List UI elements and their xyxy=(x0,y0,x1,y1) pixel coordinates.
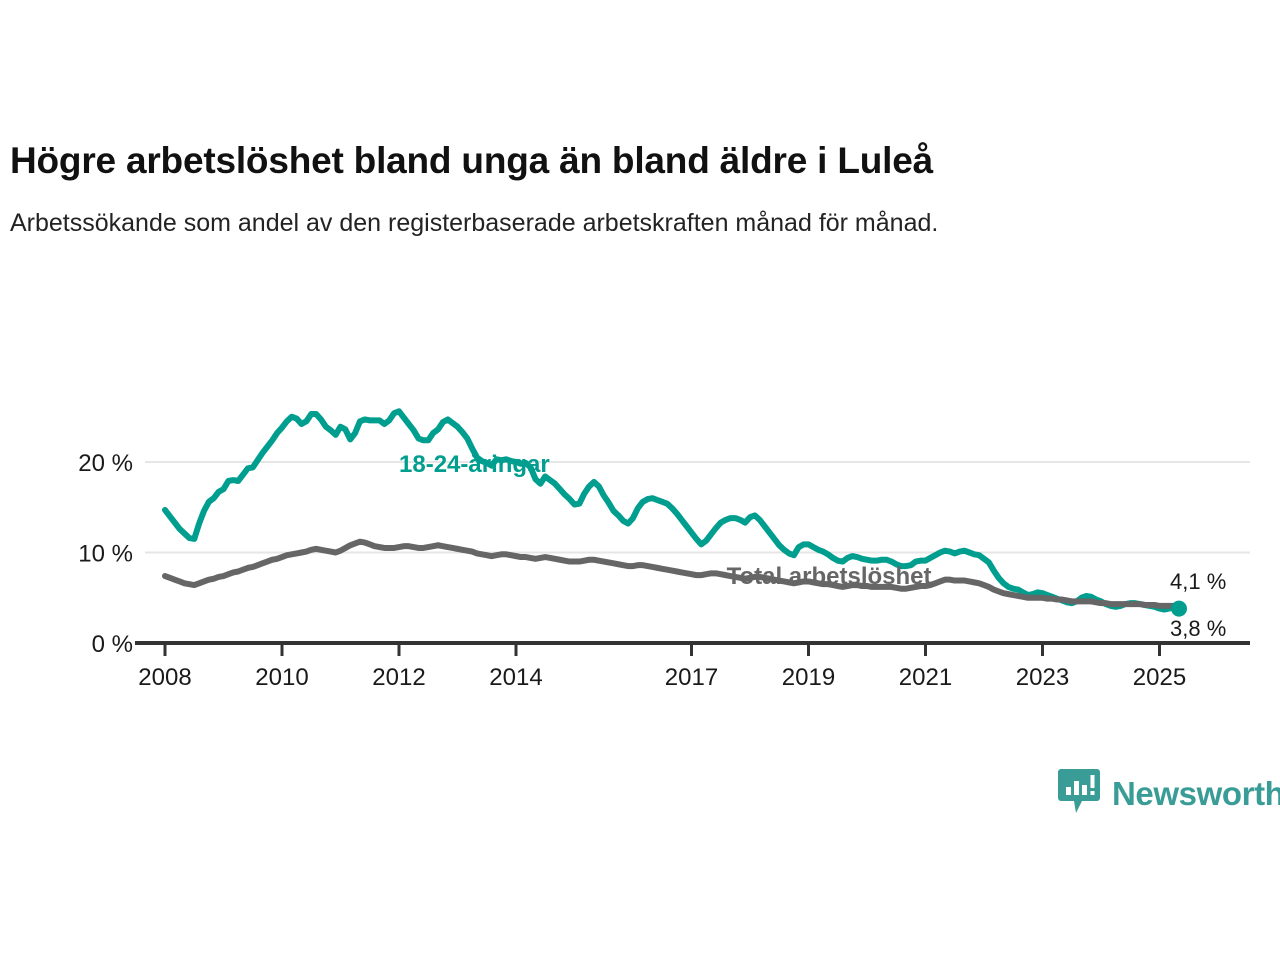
page-title: Högre arbetslöshet bland unga än bland ä… xyxy=(10,140,933,181)
y-axis-tick-label: 20 % xyxy=(78,450,133,477)
chart-subtitle: Arbetssökande som andel av den registerb… xyxy=(10,209,939,238)
x-axis-tick-label: 2008 xyxy=(138,664,191,691)
y-axis-tick-label: 10 % xyxy=(78,541,133,568)
end-value-label-youth: 3,8 % xyxy=(1170,616,1226,641)
newsworthy-logo-text: Newsworthy xyxy=(1112,774,1280,812)
series-group xyxy=(162,408,1187,617)
x-axis-tick-label: 2012 xyxy=(372,664,425,691)
x-axis-tick-label: 2023 xyxy=(1016,664,1069,691)
x-axis-tick-label: 2017 xyxy=(665,664,718,691)
end-value-label-total: 4,1 % xyxy=(1170,569,1226,594)
chart-header: Högre arbetslöshet bland unga än bland ä… xyxy=(10,140,1250,241)
series-label-total: Total arbetslöshet xyxy=(727,563,932,590)
x-axis-tick-label: 2014 xyxy=(489,664,542,691)
end-value-labels: 4,1 % 3,8 % xyxy=(1170,569,1226,641)
newsworthy-bars-bubble-icon xyxy=(1057,768,1101,818)
x-axis-tick-label: 2010 xyxy=(255,664,308,691)
series-line xyxy=(162,408,1182,613)
y-axis-tick-label: 0 % xyxy=(92,631,133,658)
series-line xyxy=(162,538,1182,609)
newsworthy-logo: Newsworthy xyxy=(1057,768,1280,818)
x-axis-tick-label: 2021 xyxy=(899,664,952,691)
series-label-youth: 18-24-åringar xyxy=(399,451,550,478)
x-axis: 2008 2010 2012 2014 2017 2019 2021 2023 2025 xyxy=(135,641,1250,691)
series-end-marker xyxy=(1171,600,1187,617)
y-axis-labels: 0 % 10 % 20 % xyxy=(78,450,133,658)
x-axis-tick-label: 2019 xyxy=(782,664,835,691)
x-axis-tick-label: 2025 xyxy=(1133,664,1186,691)
series-labels: 18-24-åringar Total arbetslöshet xyxy=(399,451,932,590)
